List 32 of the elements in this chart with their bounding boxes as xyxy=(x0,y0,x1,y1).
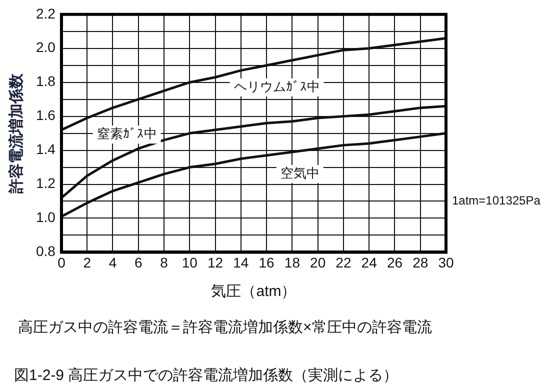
series-label: 窒素ｶﾞｽ中 xyxy=(96,126,157,142)
x-tick-label: 2 xyxy=(83,254,92,270)
x-tick-label: 26 xyxy=(386,254,403,270)
y-tick-label: 1.4 xyxy=(36,141,56,158)
y-tick-label: 2.2 xyxy=(36,5,56,22)
text: 1atm=101325Pa xyxy=(452,194,541,208)
x-tick-label: 22 xyxy=(336,254,352,270)
x-tick-label: 30 xyxy=(438,254,454,270)
x-tick-label: 10 xyxy=(182,254,198,270)
x-tick-label: 18 xyxy=(284,254,300,270)
y-tick-label: 0.8 xyxy=(36,243,56,260)
y-tick-label: 2.0 xyxy=(36,39,56,56)
x-tick-label: 16 xyxy=(258,254,275,270)
y-tick-label: 1.0 xyxy=(36,209,56,226)
x-tick-label: 28 xyxy=(412,254,428,270)
x-tick-label: 4 xyxy=(108,254,117,270)
x-tick-label: 20 xyxy=(310,254,326,270)
x-tick-label: 6 xyxy=(134,254,142,270)
x-tick-label: 8 xyxy=(160,254,168,270)
x-tick-label: 24 xyxy=(361,254,378,270)
x-tick-label: 0 xyxy=(58,254,66,270)
x-tick-label: 12 xyxy=(207,254,224,270)
caption: 図1-2-9 高圧ガス中での許容電流増加係数（実測による） xyxy=(14,366,398,385)
x-tick-label: 14 xyxy=(233,254,249,270)
text: 高圧ガス中の許容電流＝許容電流増加係数×常圧中の許容電流 xyxy=(18,318,432,337)
series-label: ヘリウムｶﾞｽ中 xyxy=(234,78,320,94)
y-tick-label: 1.2 xyxy=(36,175,56,192)
y-tick-label: 1.8 xyxy=(36,73,56,90)
series-label: 空気中 xyxy=(280,166,320,181)
x-axis-title: 気圧（atm） xyxy=(211,283,296,300)
y-axis-title: 許容電流増加係数 xyxy=(7,72,26,194)
y-tick-label: 1.6 xyxy=(36,107,56,124)
